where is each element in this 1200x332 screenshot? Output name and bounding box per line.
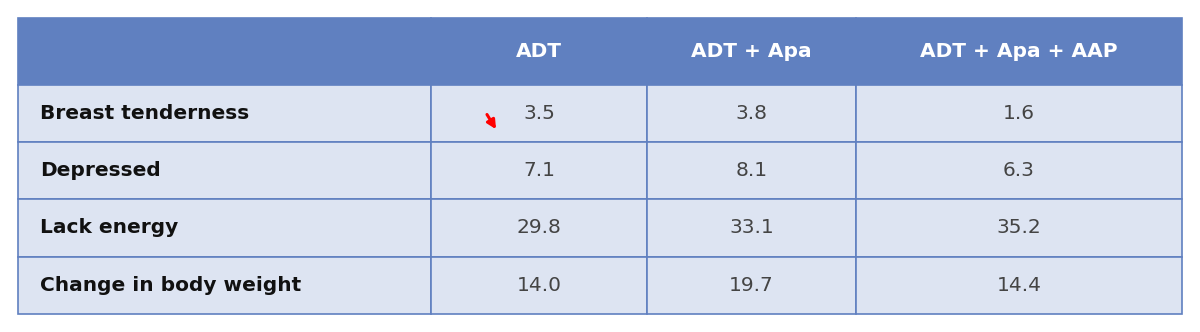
Text: Change in body weight: Change in body weight [40,276,301,295]
FancyBboxPatch shape [18,199,431,257]
Text: 14.4: 14.4 [996,276,1042,295]
FancyBboxPatch shape [856,142,1182,199]
Text: ADT: ADT [516,42,562,61]
FancyBboxPatch shape [647,18,856,85]
FancyBboxPatch shape [647,257,856,314]
FancyBboxPatch shape [856,199,1182,257]
Text: Breast tenderness: Breast tenderness [40,104,250,123]
Text: Depressed: Depressed [40,161,161,180]
Text: 1.6: 1.6 [1003,104,1036,123]
FancyBboxPatch shape [647,85,856,142]
FancyBboxPatch shape [18,85,431,142]
Text: 6.3: 6.3 [1003,161,1034,180]
FancyBboxPatch shape [856,257,1182,314]
Text: 3.5: 3.5 [523,104,554,123]
FancyBboxPatch shape [431,85,647,142]
FancyBboxPatch shape [856,85,1182,142]
FancyBboxPatch shape [431,199,647,257]
FancyBboxPatch shape [18,257,431,314]
FancyBboxPatch shape [18,18,431,85]
Text: Lack energy: Lack energy [40,218,179,237]
FancyBboxPatch shape [431,142,647,199]
FancyBboxPatch shape [647,142,856,199]
Text: ADT + Apa: ADT + Apa [691,42,811,61]
Text: 8.1: 8.1 [736,161,767,180]
Text: ADT + Apa + AAP: ADT + Apa + AAP [920,42,1118,61]
Text: 7.1: 7.1 [523,161,554,180]
FancyBboxPatch shape [431,18,647,85]
Text: 33.1: 33.1 [728,218,774,237]
Text: 29.8: 29.8 [516,218,562,237]
FancyBboxPatch shape [647,199,856,257]
Text: 14.0: 14.0 [516,276,562,295]
FancyBboxPatch shape [431,257,647,314]
FancyBboxPatch shape [856,18,1182,85]
Text: 19.7: 19.7 [728,276,774,295]
Text: 3.8: 3.8 [736,104,767,123]
Text: 35.2: 35.2 [997,218,1042,237]
FancyBboxPatch shape [18,142,431,199]
